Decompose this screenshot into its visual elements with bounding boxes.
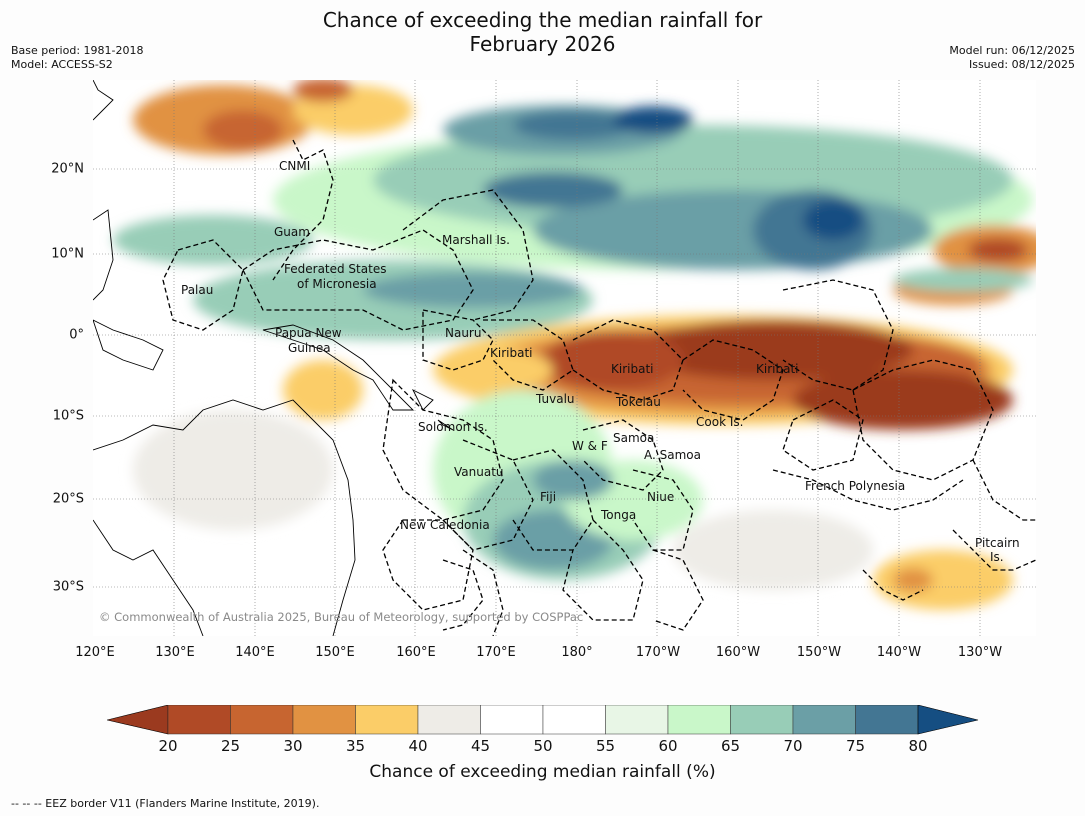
y-tick-30s: 30°S: [52, 579, 84, 595]
issued-date: Issued: 08/12/2025: [968, 58, 1075, 71]
coastlines: [92, 79, 454, 637]
meta-right: Model run: 06/12/2025 Issued: 08/12/2025: [949, 44, 1075, 72]
colorbar-segment-35-40: [355, 705, 419, 735]
colorbar-tick-80: 80: [908, 737, 928, 755]
label-tuvalu: Tuvalu: [535, 392, 575, 406]
colorbar-tick-40: 40: [408, 737, 428, 755]
colorbar-tick-35: 35: [345, 737, 366, 755]
colorbar-segment-75-80: [855, 705, 919, 735]
colorbar-tick-30: 30: [283, 737, 303, 755]
label-pitcairn-1: Pitcairn: [975, 536, 1020, 550]
y-tick-10s: 10°S: [52, 408, 84, 424]
rainfall-map: CNMI Guam Marshall Is. Federated States …: [92, 78, 1053, 640]
colorbar-segment-70-75: [792, 705, 856, 735]
solomon-coast: [411, 388, 454, 431]
region-labels: CNMI Guam Marshall Is. Federated States …: [181, 159, 1020, 564]
label-asamoa: A. Samoa: [644, 448, 701, 462]
label-new-caledonia: New Caledonia: [400, 518, 490, 532]
colorbar-segment-30-35: [292, 705, 356, 735]
x-tick-120e: 120°E: [75, 645, 115, 660]
gridlines: [93, 80, 1036, 636]
colorbar-segment-55-60: [605, 705, 669, 735]
colorbar-tick-50: 50: [533, 737, 553, 755]
x-tick-160e: 160°E: [396, 645, 436, 660]
x-tick-180: 180°: [561, 645, 593, 660]
colorbar-tick-25: 25: [220, 737, 241, 755]
label-solomon: Solomon Is.: [418, 420, 488, 434]
colorbar-tick-20: 20: [158, 737, 178, 755]
label-png-2: Guinea: [288, 341, 331, 355]
eez-borders: [162, 139, 1037, 637]
label-kiribati-central: Kiribati: [611, 362, 653, 376]
colorbar-extend-high: [917, 705, 979, 735]
label-marshall: Marshall Is.: [442, 233, 510, 247]
colorbar-tick-45: 45: [470, 737, 491, 755]
y-tick-20n: 20°N: [51, 161, 84, 177]
label-png-1: Papua New: [275, 326, 342, 340]
label-kiribati-east: Kiribati: [756, 362, 798, 376]
colorbar-segment-65-70: [730, 705, 794, 735]
x-tick-170w: 170°W: [635, 645, 681, 660]
model-name: Model: ACCESS-S2: [11, 58, 113, 71]
colorbar: [107, 705, 979, 735]
new-guinea-coast: [262, 324, 415, 411]
x-tick-130e: 130°E: [155, 645, 195, 660]
label-tokelau: Tokelau: [615, 395, 661, 409]
colorbar-segment-45-50: [480, 705, 544, 735]
colorbar-segment-40-45: [417, 705, 481, 735]
x-tick-150e: 150°E: [315, 645, 355, 660]
colorbar-tick-65: 65: [720, 737, 741, 755]
colorbar-tick-55: 55: [595, 737, 616, 755]
label-guam: Guam: [274, 225, 310, 239]
rainfall-field: [113, 78, 1053, 610]
label-wf: W & F: [572, 439, 608, 453]
label-fsm-2: of Micronesia: [297, 277, 377, 291]
colorbar-tick-70: 70: [783, 737, 803, 755]
x-tick-140w: 140°W: [876, 645, 922, 660]
model-run: Model run: 06/12/2025: [949, 44, 1075, 57]
label-fsm-1: Federated States: [284, 262, 386, 276]
colorbar-tick-60: 60: [658, 737, 678, 755]
colorbar-extend-low: [107, 705, 169, 735]
colorbar-segment-60-65: [667, 705, 731, 735]
label-tonga: Tonga: [600, 508, 636, 522]
colorbar-tick-75: 75: [845, 737, 866, 755]
label-palau: Palau: [181, 283, 213, 297]
title-line-2: February 2026: [469, 32, 616, 56]
taiwan-coast: [92, 79, 114, 121]
label-kiribati-west: Kiribati: [490, 346, 532, 360]
x-tick-170e: 170°E: [476, 645, 516, 660]
colorbar-segment-20-25: [167, 705, 231, 735]
x-tick-130w: 130°W: [957, 645, 1003, 660]
philippines-coast: [92, 209, 114, 301]
x-tick-150w: 150°W: [796, 645, 842, 660]
label-fiji: Fiji: [540, 490, 556, 504]
y-tick-20s: 20°S: [52, 491, 84, 507]
indonesia-coast: [92, 319, 164, 371]
colorbar-segment-25-30: [230, 705, 294, 735]
australia-south-coast: [92, 519, 204, 637]
label-nauru: Nauru: [445, 326, 481, 340]
label-french-polynesia: French Polynesia: [805, 479, 905, 493]
colorbar-segment-50-55: [542, 705, 606, 735]
y-tick-10n: 10°N: [51, 246, 84, 262]
title-line-1: Chance of exceeding the median rainfall …: [322, 8, 763, 32]
australia-coast: [92, 399, 356, 637]
label-cook: Cook Is.: [696, 415, 743, 429]
eez-footnote: -- -- -- EEZ border V11 (Flanders Marine…: [11, 797, 320, 810]
label-samoa: Samoa: [613, 431, 654, 445]
label-cnmi: CNMI: [279, 159, 310, 173]
y-tick-0: 0°: [69, 327, 84, 343]
x-tick-140e: 140°E: [235, 645, 275, 660]
chart-title: Chance of exceeding the median rainfall …: [0, 8, 1085, 56]
map-svg: CNMI Guam Marshall Is. Federated States …: [92, 78, 1053, 637]
label-pitcairn-2: Is.: [990, 550, 1004, 564]
label-niue: Niue: [647, 490, 674, 504]
colorbar-title: Chance of exceeding median rainfall (%): [369, 762, 716, 782]
meta-left: Base period: 1981-2018 Model: ACCESS-S2: [11, 44, 143, 72]
base-period: Base period: 1981-2018: [11, 44, 144, 57]
copyright: © Commonwealth of Australia 2025, Bureau…: [99, 610, 583, 624]
label-vanuatu: Vanuatu: [454, 465, 504, 479]
x-tick-160w: 160°W: [715, 645, 761, 660]
